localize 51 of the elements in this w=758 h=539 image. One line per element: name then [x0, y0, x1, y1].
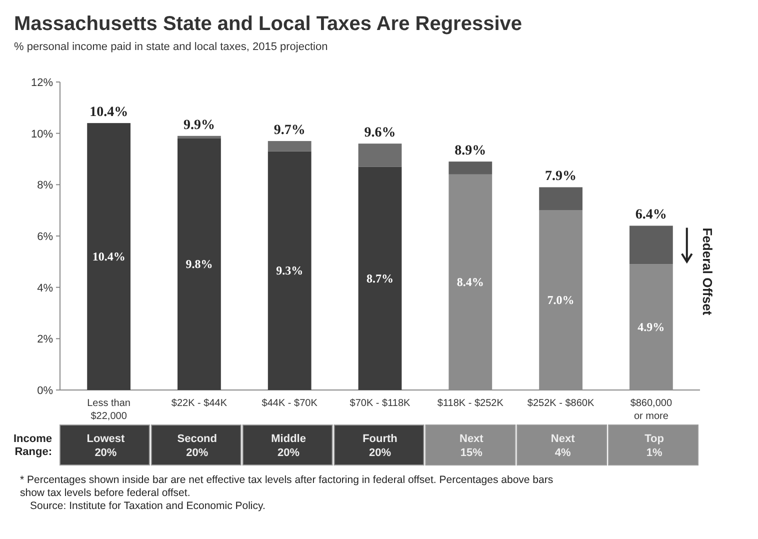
- data-label: 7.0%: [547, 293, 574, 308]
- x-tick-label: Less than $22,000: [87, 398, 130, 422]
- text: * Percentages shown inside bar are net effective tax levels after factoring in federal offset. Percentages above bars show tax levels before federal offset.: [20, 474, 554, 499]
- data-label: 9.8%: [186, 257, 213, 272]
- text: Fourth 20%: [362, 433, 398, 459]
- bar: [87, 123, 131, 390]
- y-tick-label: 12%: [30, 77, 54, 89]
- y-tick-label: 4%: [37, 282, 54, 294]
- data-label: 8.7%: [366, 271, 394, 286]
- bar: [268, 141, 312, 152]
- bar: [358, 144, 402, 167]
- y-tick-label: 2%: [37, 334, 54, 346]
- total-label: 9.9%: [183, 118, 215, 133]
- data-label: 9.3%: [276, 264, 304, 278]
- text: Middle 20%: [271, 433, 306, 459]
- total-label: 10.4%: [90, 105, 128, 120]
- text: Lowest 20%: [86, 433, 125, 459]
- bar: [358, 166, 402, 390]
- bar: [448, 162, 492, 174]
- bar: [268, 151, 312, 390]
- data-label: 8.4%: [456, 275, 484, 290]
- total-label: 6.4%: [635, 208, 667, 223]
- bar: [178, 138, 221, 390]
- data-label: 10.4%: [92, 250, 126, 264]
- annotation: Federal Offset: [700, 228, 715, 316]
- y-tick-label: 8%: [37, 180, 54, 192]
- total-label: 9.7%: [274, 123, 306, 138]
- source-note: Source: Institute for Taxation and Economic Policy.: [30, 500, 266, 512]
- text: Second 20%: [177, 433, 218, 459]
- text: Next 15%: [460, 433, 484, 459]
- y-tick-label: 10%: [30, 128, 54, 140]
- data-label: 4.9%: [638, 320, 665, 334]
- x-tick-label: $70K - $118K: [350, 398, 411, 409]
- y-tick-label: 6%: [37, 231, 54, 243]
- bar: [629, 226, 673, 264]
- x-tick-label: $22K - $44K: [171, 398, 228, 409]
- y-tick-label: 0%: [37, 385, 54, 397]
- total-label: 8.9%: [454, 144, 486, 159]
- total-label: 9.6%: [364, 126, 396, 141]
- text: Next 4%: [550, 433, 576, 459]
- bar: [539, 187, 582, 210]
- chart-subtitle: % personal income paid in state and local taxes, 2015 projection: [14, 41, 328, 53]
- x-tick-label: $118K - $252K: [437, 398, 504, 409]
- total-label: 7.9%: [545, 169, 577, 184]
- text: Income Range:: [13, 433, 52, 458]
- bar: [178, 136, 221, 138]
- x-tick-label: $860,000 or more: [630, 398, 672, 422]
- x-tick-label: $44K - $70K: [262, 398, 318, 409]
- chart-title: Massachusetts State and Local Taxes Are Regressive: [14, 13, 522, 35]
- text: Top 1%: [644, 433, 664, 459]
- x-tick-label: $252K - $860K: [527, 398, 594, 409]
